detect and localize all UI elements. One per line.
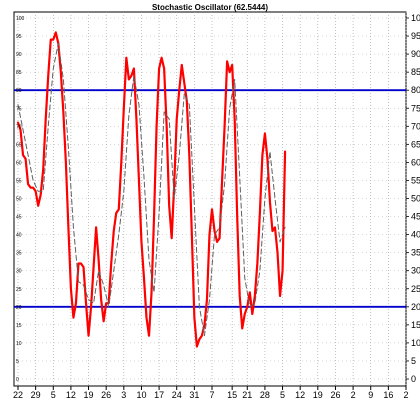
y-tick-label-right: 40 xyxy=(411,230,420,240)
y-tick-label-left: 95 xyxy=(16,34,22,40)
y-tick-label-left: 85 xyxy=(16,70,22,76)
y-tick-label-right: 85 xyxy=(411,67,420,77)
y-tick-label-right: 45 xyxy=(411,212,420,222)
grid-layer xyxy=(13,11,407,387)
y-tick-label-right: 30 xyxy=(411,266,420,276)
axis-layer: 222951219263101724317152128512192629162A… xyxy=(13,13,420,400)
x-tick-label: 31 xyxy=(189,390,199,400)
x-tick-label: 5 xyxy=(280,390,285,400)
y-tick-label-right: 80 xyxy=(411,85,420,95)
x-tick-label: 22 xyxy=(13,390,23,400)
y-tick-label-left: 45 xyxy=(16,215,22,221)
y-tick-label-right: 90 xyxy=(411,49,420,59)
y-tick-label-left: 25 xyxy=(16,287,22,293)
x-tick-label: 5 xyxy=(51,390,56,400)
x-tick-label: 16 xyxy=(383,390,393,400)
y-tick-label-left: 65 xyxy=(16,142,22,148)
y-tick-label-right: 100 xyxy=(411,13,420,23)
y-tick-label-left: 40 xyxy=(16,233,22,239)
y-tick-label-right: 15 xyxy=(411,320,420,330)
x-tick-label: 19 xyxy=(84,390,94,400)
x-tick-label: 24 xyxy=(172,390,182,400)
x-tick-label: 19 xyxy=(313,390,323,400)
x-tick-label: 7 xyxy=(209,390,214,400)
y-tick-label-left: 20 xyxy=(16,305,22,311)
y-tick-label-left: 80 xyxy=(16,88,22,94)
chart-title: Stochastic Oscillator (62.5444) xyxy=(152,3,268,12)
y-tick-label-left: 35 xyxy=(16,251,22,257)
y-tick-label-right: 0 xyxy=(411,374,416,384)
x-tick-label: 12 xyxy=(66,390,76,400)
y-tick-label-left: 50 xyxy=(16,197,22,203)
x-tick-label: 28 xyxy=(260,390,270,400)
y-tick-label-left: 0 xyxy=(16,377,19,383)
x-tick-label: 3 xyxy=(121,390,126,400)
y-tick-label-left: 5 xyxy=(16,359,19,365)
plot-frame xyxy=(13,11,407,387)
x-tick-label: 26 xyxy=(101,390,111,400)
y-tick-label-right: 50 xyxy=(411,194,420,204)
x-tick-label: 10 xyxy=(136,390,146,400)
y-tick-label-right: 65 xyxy=(411,139,420,149)
y-tick-label-left: 70 xyxy=(16,124,22,130)
x-tick-label: 15 xyxy=(227,390,237,400)
y-tick-label-right: 55 xyxy=(411,175,420,185)
x-tick-label: 17 xyxy=(154,390,164,400)
y-tick-label-left: 55 xyxy=(16,178,22,184)
y-tick-label-left: 30 xyxy=(16,269,22,275)
x-tick-label: 21 xyxy=(242,390,252,400)
x-tick-label: 12 xyxy=(295,390,305,400)
y-tick-label-right: 75 xyxy=(411,103,420,113)
y-tick-label-left: 60 xyxy=(16,160,22,166)
y-tick-label-right: 60 xyxy=(411,157,420,167)
y-tick-label-right: 70 xyxy=(411,121,420,131)
y-tick-label-right: 5 xyxy=(411,356,416,366)
y-tick-label-left: 10 xyxy=(16,341,22,347)
x-tick-label: 9 xyxy=(368,390,373,400)
x-tick-label: 26 xyxy=(330,390,340,400)
x-tick-label: 2 xyxy=(351,390,356,400)
x-tick-label: 29 xyxy=(31,390,41,400)
y-tick-label-right: 35 xyxy=(411,248,420,258)
reference-lines xyxy=(14,89,406,308)
series-layer xyxy=(16,31,287,348)
y-tick-label-left: 90 xyxy=(16,52,22,58)
y-tick-label-right: 25 xyxy=(411,284,420,294)
y-tick-label-left: 100 xyxy=(16,16,25,22)
fast-line-series xyxy=(16,31,287,348)
x-tick-label: 2 xyxy=(403,390,408,400)
y-tick-label-right: 95 xyxy=(411,31,420,41)
slow-line-series xyxy=(17,42,286,337)
y-tick-label-right: 10 xyxy=(411,338,420,348)
y-tick-label-left: 75 xyxy=(16,106,22,112)
y-tick-label-right: 20 xyxy=(411,302,420,312)
y-tick-label-left: 15 xyxy=(16,323,22,329)
